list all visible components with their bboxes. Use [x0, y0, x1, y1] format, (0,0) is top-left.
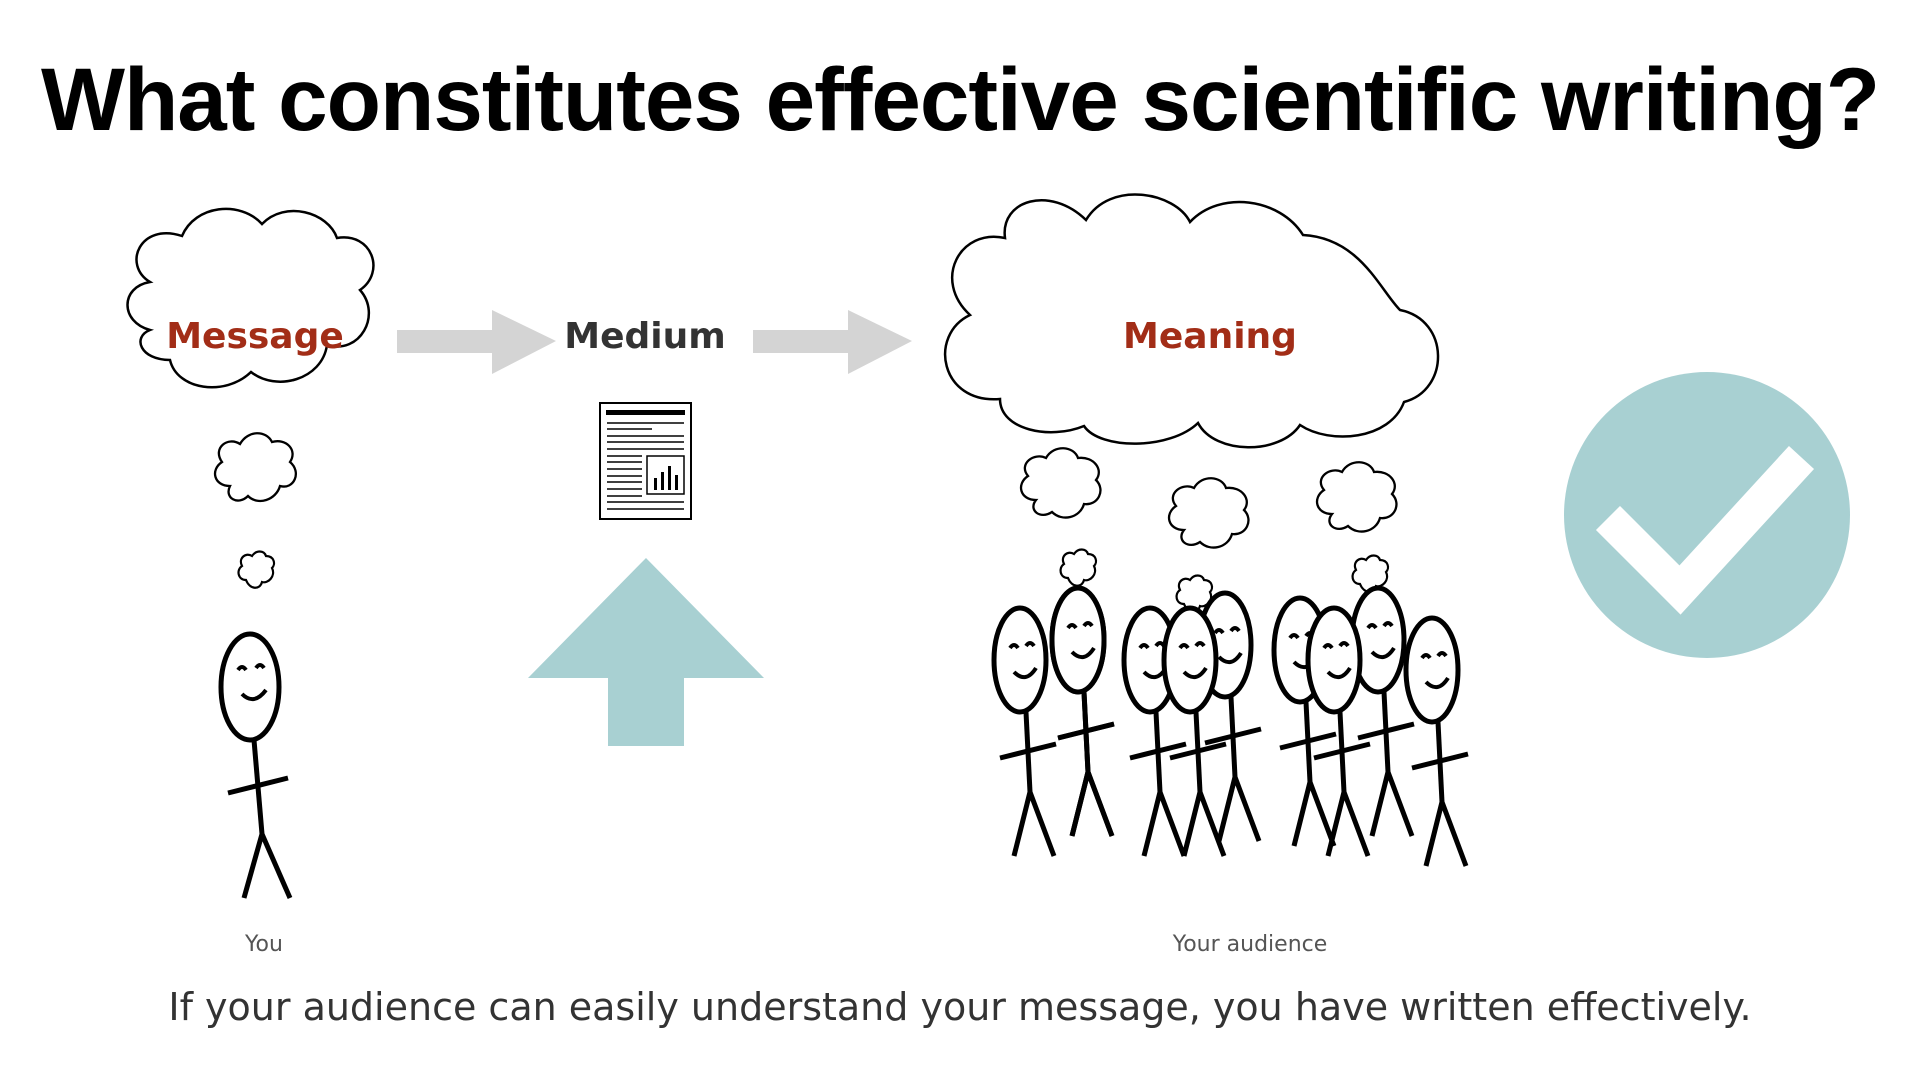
audience-figure-6 — [1049, 585, 1115, 837]
audience-figure-10 — [1403, 615, 1469, 867]
audience-group — [991, 585, 1469, 867]
meaning-cloud — [944, 193, 1440, 449]
meaning-label: Meaning — [1123, 316, 1297, 357]
audience-thought-cloud-2 — [1167, 477, 1250, 549]
message-label: Message — [166, 316, 344, 357]
footer-text: If your audience can easily understand y… — [168, 985, 1752, 1029]
message-cloud — [126, 207, 375, 389]
arrow-message-to-medium — [397, 310, 556, 374]
audience-thought-cloud-1 — [1019, 447, 1102, 519]
audience-thought-cloud-3 — [1315, 461, 1398, 533]
audience-figure-2 — [1121, 605, 1187, 857]
slide-title: What constitutes effective scientific wr… — [40, 49, 1880, 149]
audience-figure-7 — [991, 605, 1057, 857]
stick-figure-you — [218, 631, 293, 900]
medium-label: Medium — [564, 316, 726, 357]
audience-figure-5 — [1349, 585, 1415, 837]
you-caption: You — [245, 932, 283, 957]
arrow-medium-to-meaning — [753, 310, 912, 374]
thought-cloud-small-you — [237, 550, 276, 589]
audience-thought-cloud-small-1 — [1059, 548, 1098, 587]
audience-thought-cloud-small-2 — [1175, 574, 1214, 613]
check-circle-icon — [1564, 372, 1850, 658]
document-icon — [599, 402, 692, 520]
audience-figure-9 — [1305, 605, 1371, 857]
audience-caption: Your audience — [1172, 932, 1328, 957]
teal-up-arrow — [528, 558, 764, 746]
audience-figure-8 — [1161, 605, 1227, 857]
thought-cloud-large-you — [213, 432, 297, 503]
